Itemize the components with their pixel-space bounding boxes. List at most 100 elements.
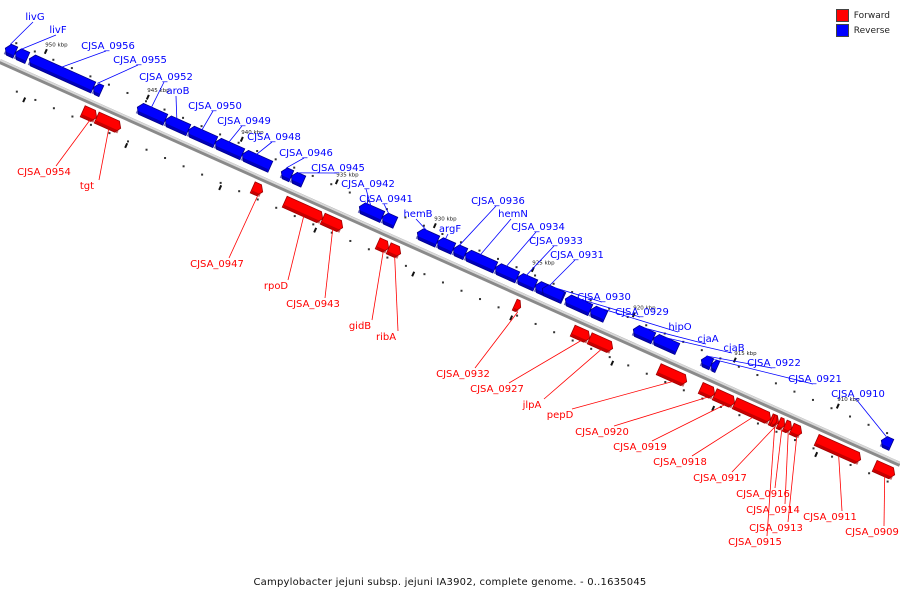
gene-cjsa-0943 — [319, 212, 344, 233]
gene-shadow — [251, 190, 261, 197]
gene-label-livg: livG — [25, 12, 44, 23]
minor-tick — [627, 364, 630, 367]
gene-label-cjsa-0916: CJSA_0916 — [736, 489, 790, 500]
minor-tick — [201, 173, 204, 176]
leader-line — [98, 128, 110, 181]
minor-tick — [312, 223, 315, 226]
minor-tick — [237, 141, 240, 144]
minor-tick — [404, 264, 407, 267]
minor-tick — [182, 165, 185, 168]
leader-line — [543, 349, 602, 400]
gene-box — [281, 195, 324, 224]
gene-hemn — [463, 249, 499, 274]
minor-tick — [330, 183, 333, 186]
axis-tick-label: 950 kbp — [45, 42, 68, 48]
gene-shadow — [783, 428, 790, 434]
minor-tick — [127, 140, 130, 143]
leader-line — [855, 398, 887, 437]
minor-tick — [793, 439, 796, 442]
gene-shadow — [879, 443, 890, 450]
gene-label-argf: argF — [439, 224, 461, 235]
minor-tick — [404, 216, 407, 219]
minor-tick — [738, 414, 741, 417]
gene-cjsa-0910 — [879, 436, 895, 451]
minor-tick — [15, 42, 18, 45]
gene-label-gidb: gidB — [349, 321, 371, 332]
gene-label-cjsa-0911: CJSA_0911 — [803, 512, 857, 523]
minor-tick — [164, 157, 167, 160]
gene-shadow — [571, 333, 588, 344]
minor-tick — [645, 372, 648, 375]
minor-tick — [682, 389, 685, 392]
gene-cjsa-0913 — [788, 422, 803, 439]
minor-tick — [349, 239, 352, 242]
gene-shadow — [463, 257, 494, 273]
major-tick — [411, 271, 416, 277]
minor-tick — [534, 274, 537, 277]
minor-tick — [89, 75, 92, 78]
gene-cjaa — [631, 325, 657, 345]
gene-cjsa-0950 — [186, 125, 219, 149]
gene-box — [494, 263, 521, 284]
minor-tick — [459, 241, 462, 244]
minor-tick — [812, 447, 815, 450]
gene-label-cjsa-0947: CJSA_0947 — [190, 259, 244, 270]
leader-line — [150, 81, 165, 108]
major-tick — [509, 315, 514, 321]
gene-label-cjsa-0946: CJSA_0946 — [279, 148, 333, 159]
gene-shadow — [815, 443, 859, 465]
gene-labels: livG livF CJSA_0956 CJSA_0955 CJSA_0952 aroB C… — [17, 12, 899, 548]
axis-tick-label: 920 kbp — [633, 306, 656, 312]
minor-tick — [460, 289, 463, 292]
gene-label-cjsa-0909: CJSA_0909 — [845, 527, 899, 538]
gene-label-cjsa-0934: CJSA_0934 — [511, 222, 565, 233]
major-tick — [239, 136, 244, 142]
gene-cjsa-0956 — [27, 54, 97, 94]
gene-box — [769, 414, 778, 428]
leader-line — [731, 426, 775, 473]
minor-tick — [89, 123, 92, 126]
gene-shadow — [563, 302, 589, 316]
gene-label-hipo: hipO — [668, 322, 691, 333]
leader-line — [706, 355, 773, 369]
gene-cjsa-0911 — [813, 433, 862, 465]
reverse-swatch — [835, 24, 849, 37]
gene-cjsa-0921 — [709, 359, 721, 373]
major-tick — [732, 357, 737, 363]
minor-tick — [756, 374, 759, 377]
gene-shadow — [771, 423, 775, 428]
gene-label-cjsa-0921: CJSA_0921 — [788, 374, 842, 385]
legend-reverse: Reverse — [835, 23, 890, 38]
minor-tick — [645, 324, 648, 327]
leader-line — [787, 436, 798, 523]
gene-cjsa-0932 — [511, 298, 522, 313]
gene-shadow — [515, 280, 534, 291]
gene-label-tgt: tgt — [80, 181, 94, 192]
gene-label-cjsa-0915: CJSA_0915 — [728, 537, 782, 548]
gene-arob — [163, 115, 192, 137]
gene-label-arob: aroB — [167, 86, 190, 97]
major-tick — [610, 360, 615, 366]
leader-line — [480, 218, 512, 256]
gene-label-cjsa-0955: CJSA_0955 — [113, 55, 167, 66]
gene-cjsa-0954 — [79, 105, 98, 123]
leader-line — [55, 120, 91, 167]
minor-tick — [34, 98, 37, 101]
gene-shadow — [95, 120, 119, 134]
leader-line — [577, 298, 641, 318]
axis-tick-label: 940 kbp — [241, 130, 264, 136]
gene-shadow — [3, 51, 14, 58]
minor-tick — [700, 349, 703, 352]
leader-line — [883, 476, 886, 527]
gene-box — [241, 149, 274, 173]
gene-shadow — [240, 157, 269, 172]
minor-tick — [107, 83, 110, 86]
gene-shadow — [709, 367, 716, 373]
leader-line — [201, 110, 214, 131]
axis-ticks: 950 kbp 945 kbp 940 kbp 935 kbp 930 kbp 925 k… — [15, 42, 889, 483]
minor-tick — [33, 50, 36, 53]
minor-tick — [571, 339, 574, 342]
major-tick — [218, 184, 223, 191]
minor-tick — [200, 125, 203, 128]
leader-line — [228, 195, 259, 259]
